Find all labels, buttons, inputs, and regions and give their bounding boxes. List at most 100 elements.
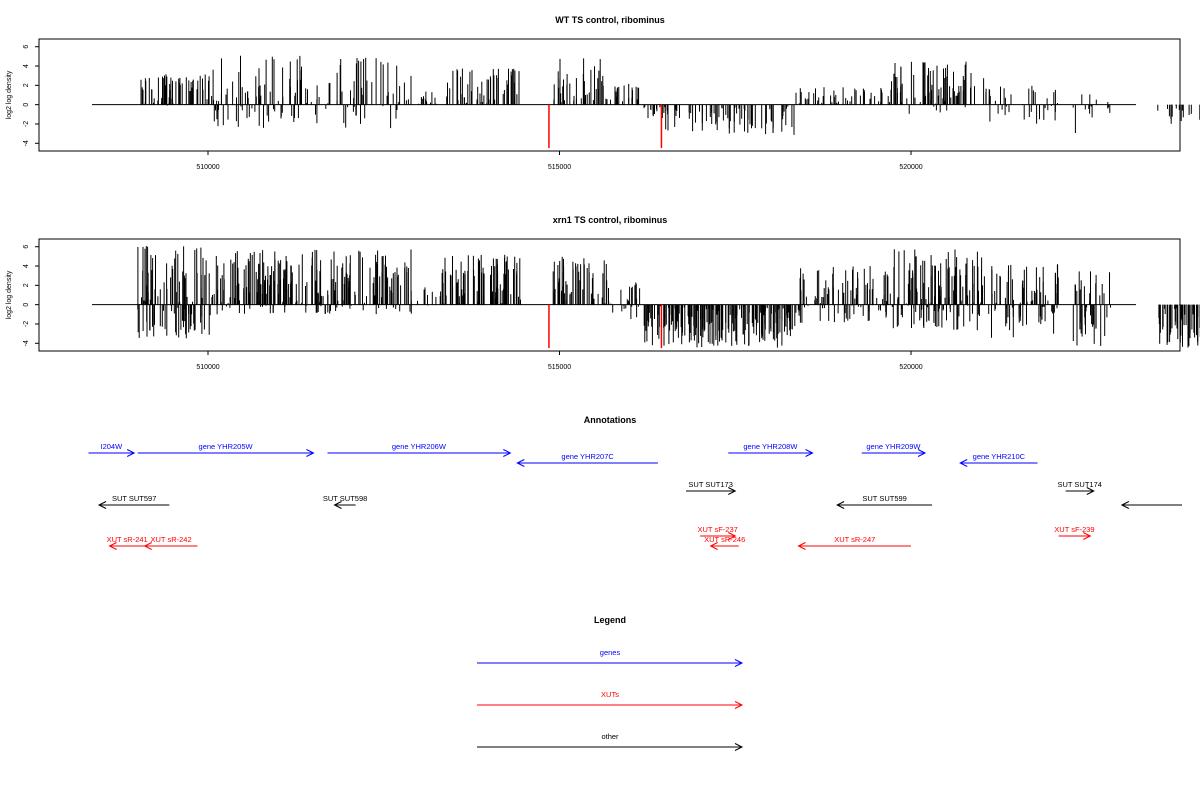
annotation-label: SUT SUT599 <box>862 494 906 503</box>
arrow-head <box>1083 532 1092 540</box>
annotation-gene: gene YHR206W <box>327 442 512 457</box>
density-bars <box>140 55 1200 135</box>
arrow-head <box>1120 501 1130 509</box>
y-ticks: -4 -2 0 2 4 6 <box>23 245 39 346</box>
annotation-label: gene YHR206W <box>392 442 447 451</box>
arrow-head <box>728 532 737 540</box>
arrow-head <box>805 449 814 457</box>
y-tick-label: -4 <box>23 340 30 346</box>
annotation-label: gene YHR209W <box>866 442 921 451</box>
annotation-gene: gene YHR207C <box>516 452 658 467</box>
annotations-section: Annotations I204W gene YHR205W gene YHR206… <box>88 415 1182 550</box>
x-tick-label: 520000 <box>899 164 922 171</box>
y-tick-label: 4 <box>23 264 30 268</box>
arrow-head <box>797 542 806 550</box>
arrow-head <box>516 459 525 467</box>
highlight-bars <box>548 104 663 149</box>
x-tick-label: 515000 <box>548 364 571 371</box>
annotation-xut: XUT sR-241 <box>107 535 148 550</box>
arrow-head <box>503 449 512 457</box>
arrow-head <box>709 542 718 550</box>
annotation-label: gene YHR210C <box>973 452 1026 461</box>
annotation-other: SUT SUT173 <box>686 480 737 495</box>
y-tick-label: 2 <box>23 83 30 87</box>
plot-frame <box>38 238 1181 352</box>
x-tick-label: 510000 <box>196 364 219 371</box>
annotation-gene: gene YHR209W <box>861 442 927 457</box>
annotation-label: gene YHR208W <box>743 442 798 451</box>
x-tick-label: 520000 <box>899 364 922 371</box>
annotation-tracks: I204W gene YHR205W gene YHR206W gene YHR207… <box>88 442 1182 550</box>
legend: Legend genes XUTs other <box>477 615 744 751</box>
annotation-label: XUT sF-239 <box>1054 525 1094 534</box>
annotation-other: SUT SUT599 <box>836 494 933 509</box>
annotation-label: SUT SUT598 <box>323 494 367 503</box>
annotation-other: SUT SUT598 <box>323 494 367 509</box>
legend-label: genes <box>600 648 621 657</box>
arrow-head <box>734 743 744 751</box>
legend-entries: genes XUTs other <box>477 648 744 751</box>
legend-label: XUTs <box>601 690 619 699</box>
y-tick-label: 4 <box>23 64 30 68</box>
y-tick-label: 0 <box>23 303 30 307</box>
legend-title: Legend <box>594 615 626 625</box>
panel-title: xrn1 TS control, ribominus <box>553 215 668 225</box>
y-axis-label: log2 log density <box>6 70 13 119</box>
arrow-head <box>734 701 744 709</box>
y-tick-label: 2 <box>23 283 30 287</box>
x-tick-label: 510000 <box>196 164 219 171</box>
arrow-head <box>728 487 737 495</box>
y-tick-label: -2 <box>23 321 30 327</box>
y-tick-label: 6 <box>23 245 30 249</box>
legend-entry-gene: genes <box>477 648 744 667</box>
annotation-label: XUT sR-246 <box>704 535 745 544</box>
arrow-head <box>97 501 107 509</box>
legend-entry-other: other <box>477 732 744 751</box>
panel-xrn1: xrn1 TS control, ribominus log2 log dens… <box>6 215 1200 371</box>
arrow-head <box>1086 487 1095 495</box>
annotation-gene: I204W <box>88 442 136 457</box>
annotation-label: SUT SUT174 <box>1057 480 1101 489</box>
annotation-label: SUT SUT173 <box>688 480 732 489</box>
y-tick-label: -2 <box>23 121 30 127</box>
annotation-xut: XUT sR-246 <box>704 535 745 550</box>
x-ticks: 510000 515000 520000 <box>196 351 923 371</box>
annotation-label: gene YHR207C <box>561 452 614 461</box>
arrow-head <box>836 501 845 509</box>
density-bars <box>137 246 1200 348</box>
arrow-head <box>143 542 152 550</box>
arrow-head <box>734 659 744 667</box>
annotations-title: Annotations <box>584 415 637 425</box>
arrow-head <box>917 449 927 457</box>
annotation-label: I204W <box>100 442 123 451</box>
plot-frame <box>38 38 1181 152</box>
y-tick-label: 0 <box>23 103 30 107</box>
annotation-label: XUT sR-241 <box>107 535 148 544</box>
y-tick-label: 6 <box>23 45 30 49</box>
annotation-label: XUT sR-247 <box>834 535 875 544</box>
annotation-gene: gene YHR205W <box>137 442 315 457</box>
annotation-xut: XUT sF-239 <box>1054 525 1095 540</box>
arrow-head <box>959 459 968 467</box>
annotation-gene: gene YHR208W <box>728 442 814 457</box>
y-tick-label: -4 <box>23 140 30 146</box>
annotation-xut: XUT sR-247 <box>797 535 911 550</box>
arrow-head <box>333 501 342 509</box>
y-ticks: -4 -2 0 2 4 6 <box>23 45 39 146</box>
annotation-label: gene YHR205W <box>199 442 254 451</box>
annotation-other: SUT SUT174 <box>1057 480 1102 495</box>
annotation-other <box>1120 501 1182 509</box>
annotation-label: SUT SUT597 <box>112 494 156 503</box>
legend-label: other <box>601 732 619 741</box>
highlight-bars <box>548 304 663 349</box>
annotation-gene: gene YHR210C <box>959 452 1038 467</box>
annotation-other: SUT SUT597 <box>97 494 170 509</box>
arrow-head <box>306 449 315 457</box>
x-tick-label: 515000 <box>548 164 571 171</box>
annotation-label: XUT sR-242 <box>151 535 192 544</box>
y-axis-label: log2 log density <box>6 270 13 319</box>
panel-title: WT TS control, ribominus <box>555 15 665 25</box>
panel-wt: WT TS control, ribominus log2 log densit… <box>6 15 1200 171</box>
annotation-xut: XUT sR-242 <box>143 535 198 550</box>
